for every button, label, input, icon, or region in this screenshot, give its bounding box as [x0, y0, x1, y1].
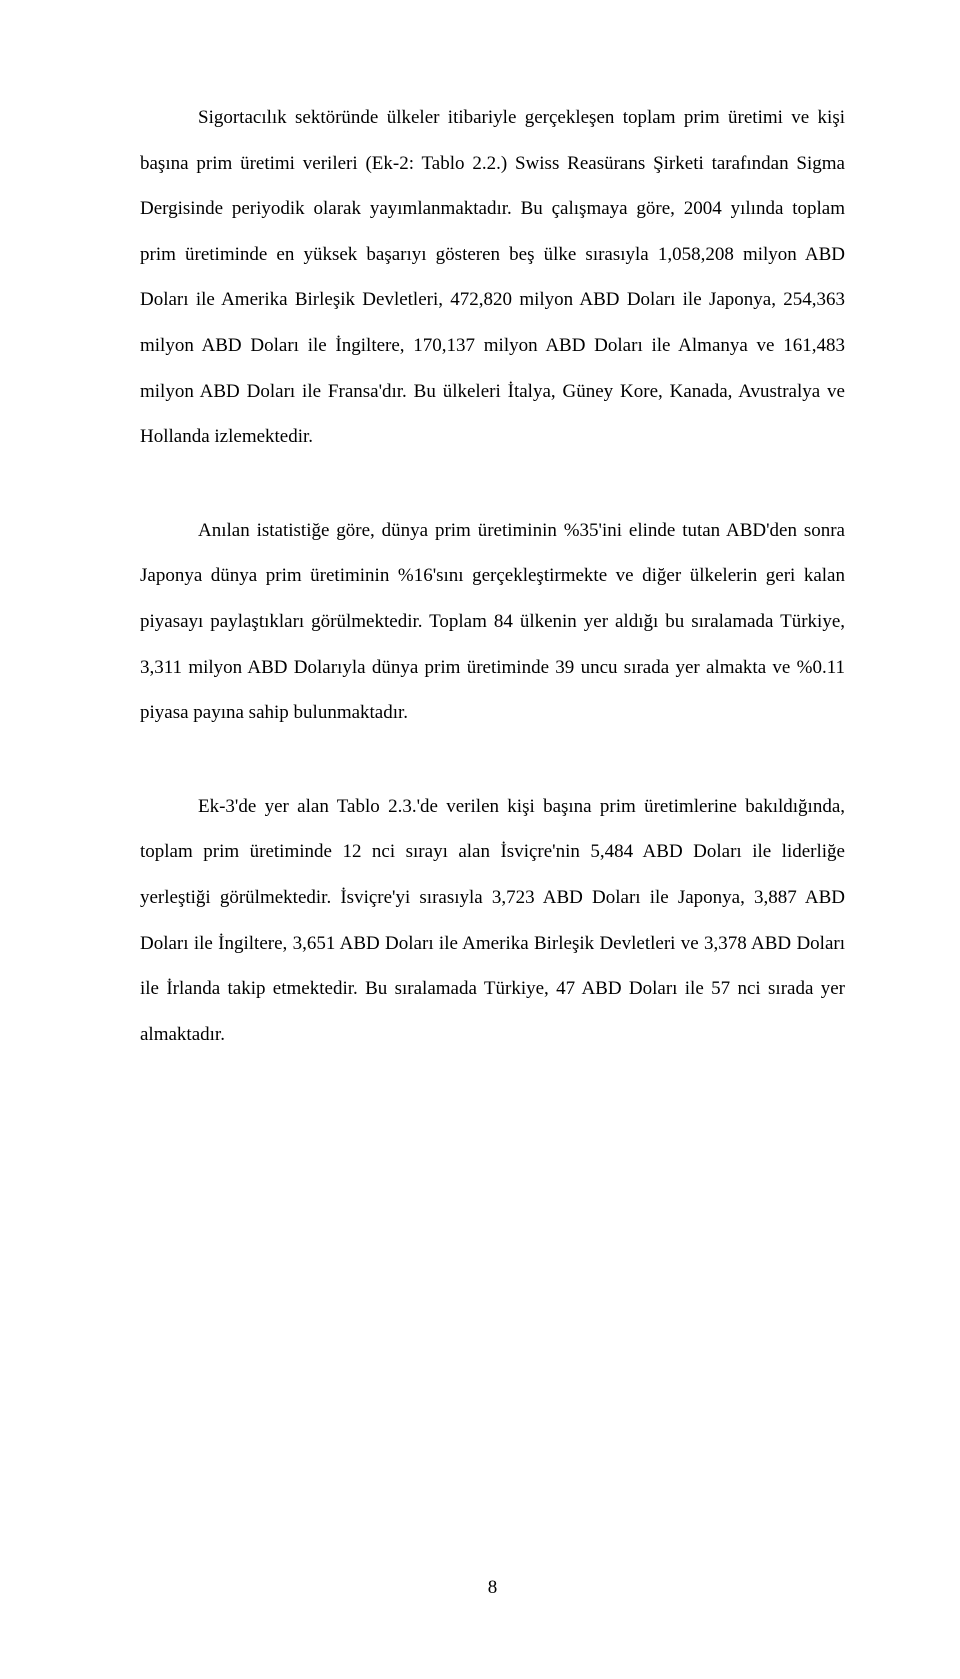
paragraph-2: Anılan istatistiğe göre, dünya prim üret…	[140, 508, 845, 736]
document-body: Sigortacılık sektöründe ülkeler itibariy…	[140, 95, 845, 1057]
page-number: 8	[140, 1577, 845, 1599]
paragraph-3: Ek-3'de yer alan Tablo 2.3.'de verilen k…	[140, 784, 845, 1058]
paragraph-1: Sigortacılık sektöründe ülkeler itibariy…	[140, 95, 845, 460]
